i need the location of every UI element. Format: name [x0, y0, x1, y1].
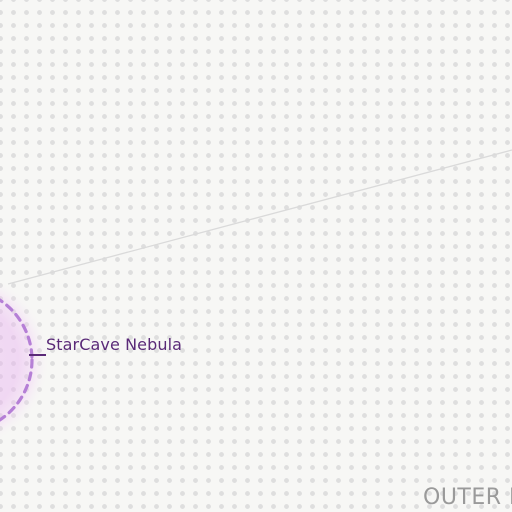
place-label-tick: [29, 354, 46, 356]
region-label: OUTER I: [423, 485, 512, 510]
route-line: [7, 149, 512, 285]
place-label-starcave-nebula[interactable]: StarCave Nebula: [46, 335, 183, 354]
dashed-ring-icon[interactable]: [0, 288, 34, 432]
nebula-glow: [0, 279, 50, 441]
